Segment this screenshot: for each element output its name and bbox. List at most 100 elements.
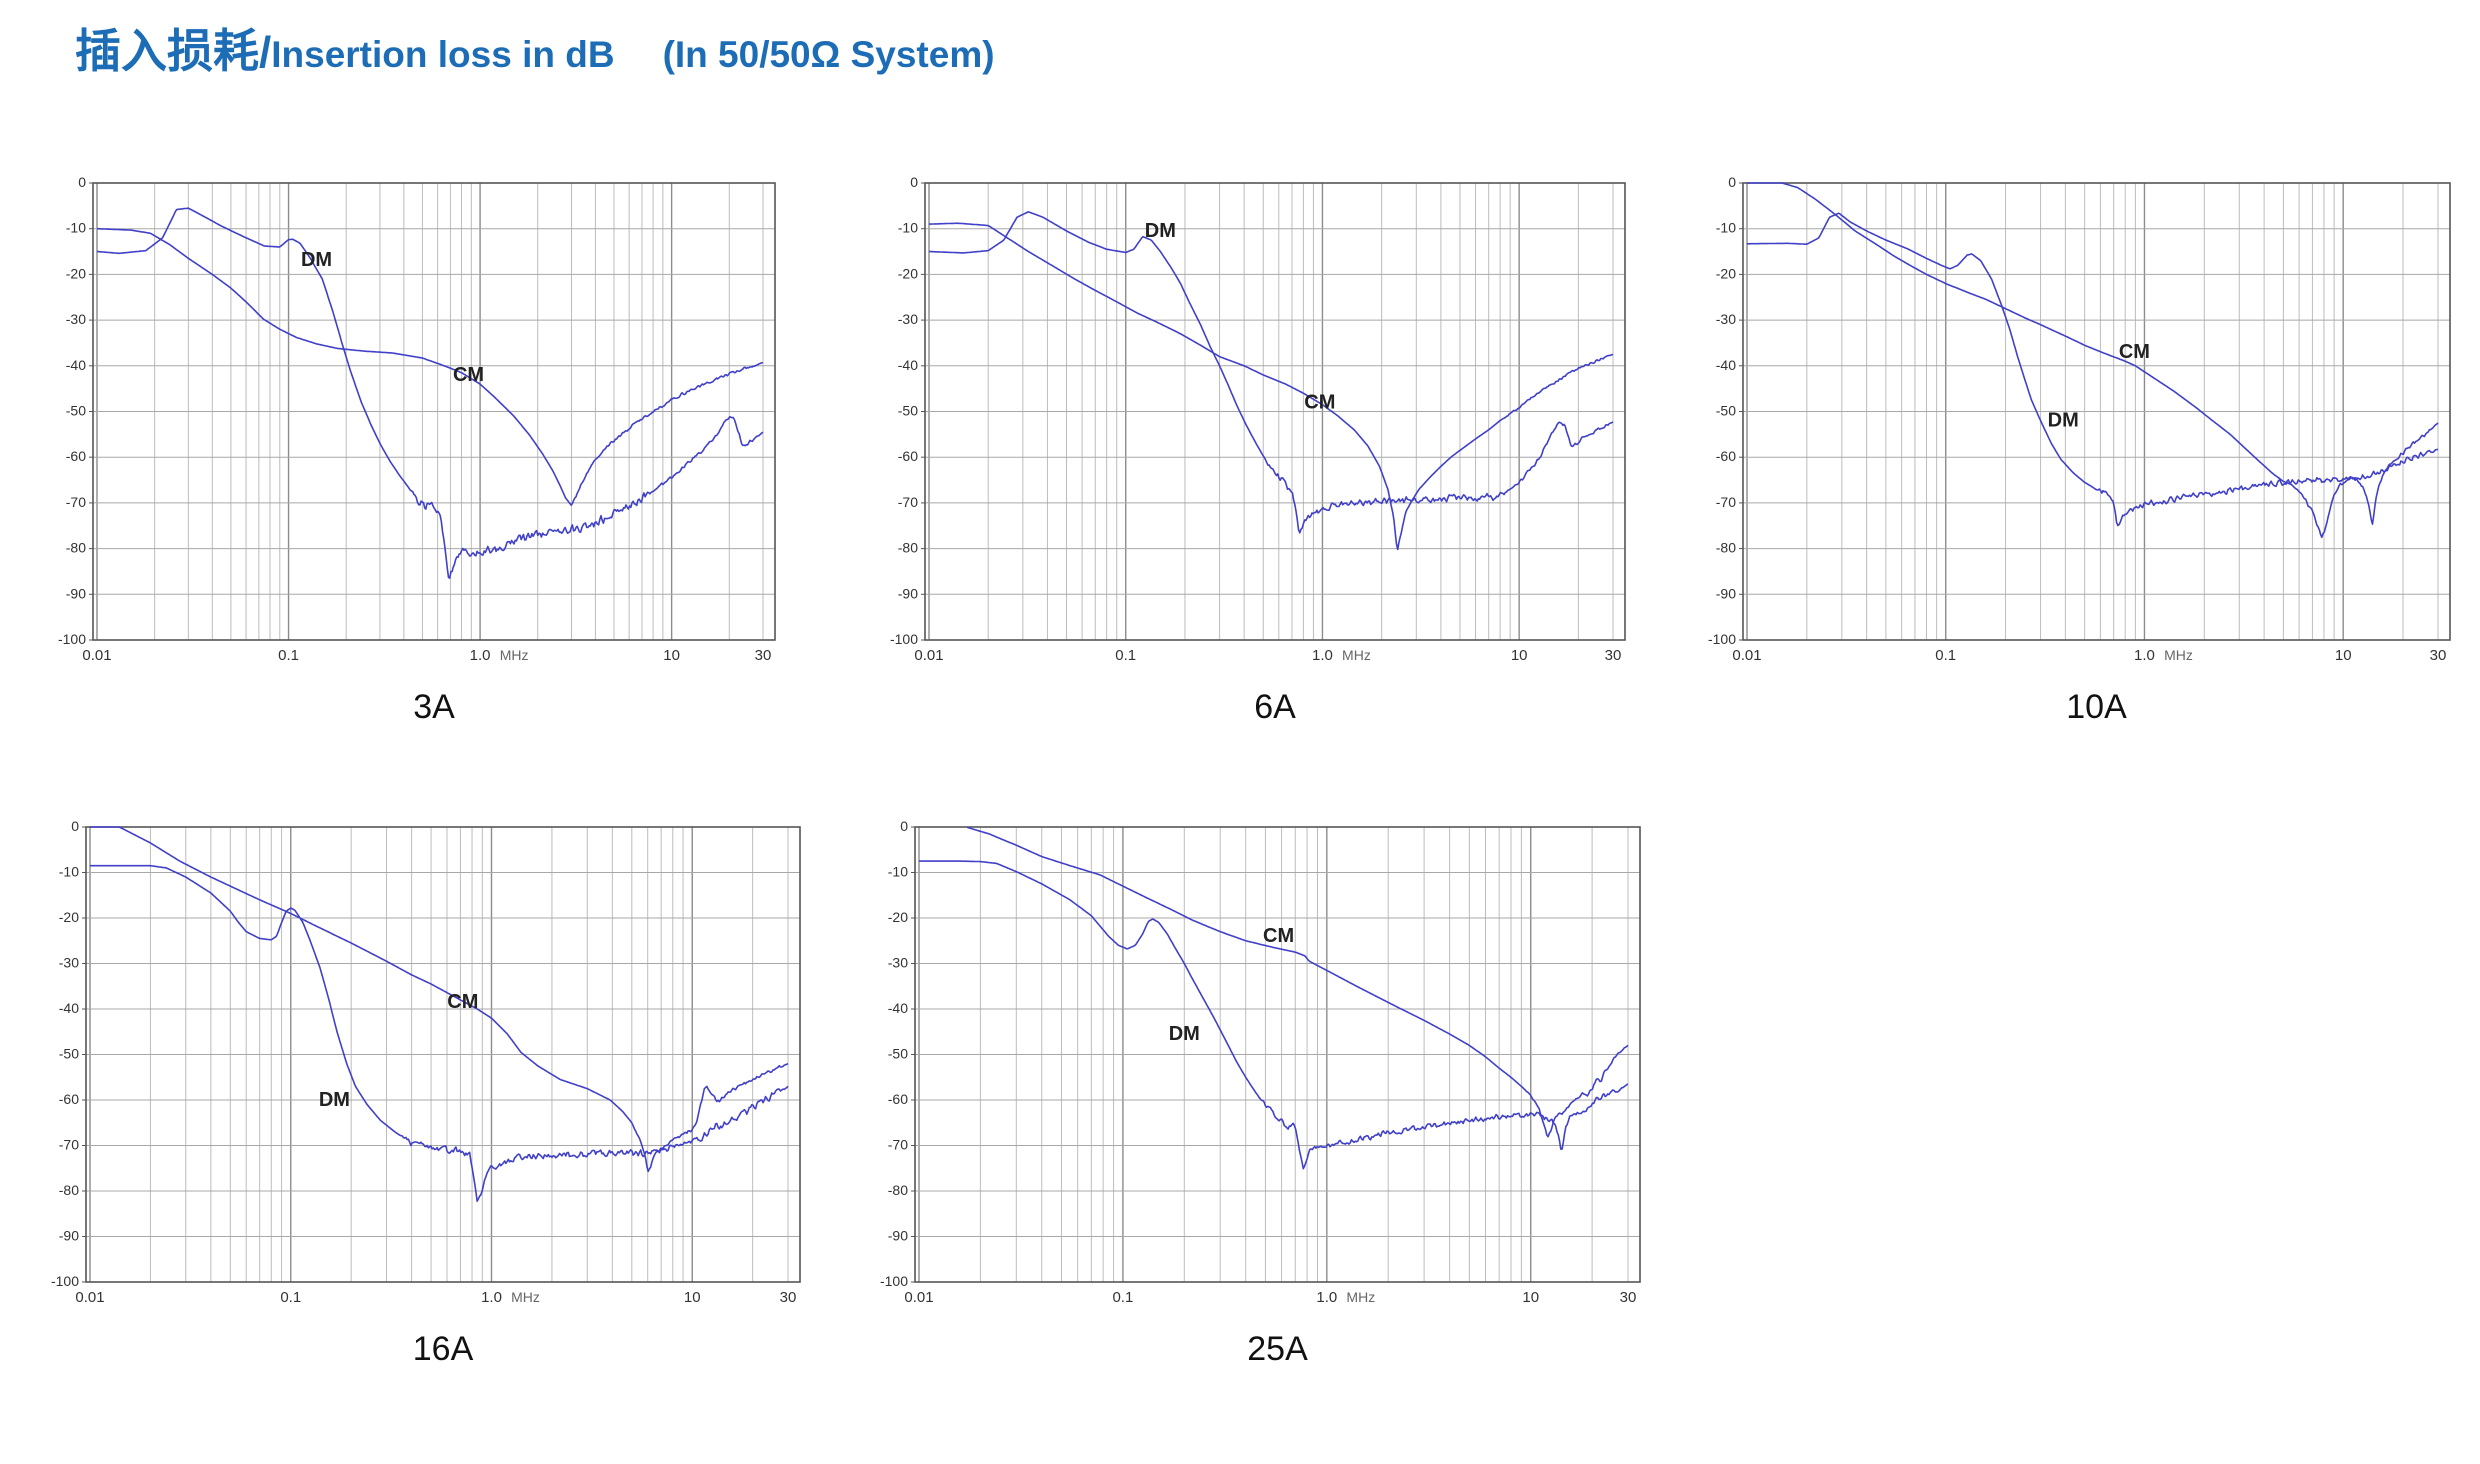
x-tick-label: 0.1 bbox=[280, 1289, 301, 1306]
x-tick-label: 1.0 bbox=[470, 647, 491, 664]
y-tick-label: -100 bbox=[880, 1273, 908, 1289]
x-axis-unit: MHz bbox=[1346, 1289, 1375, 1305]
y-tick-label: -60 bbox=[898, 448, 918, 464]
y-tick-label: -20 bbox=[1716, 265, 1736, 281]
y-tick-label: -20 bbox=[59, 909, 79, 925]
x-tick-label: 0.1 bbox=[1112, 1289, 1133, 1306]
x-tick-label: 0.1 bbox=[278, 647, 299, 664]
x-tick-label: 0.1 bbox=[1935, 647, 1956, 664]
y-tick-label: -80 bbox=[1716, 540, 1736, 556]
y-tick-label: -50 bbox=[898, 403, 918, 419]
x-tick-label: 0.01 bbox=[75, 1289, 104, 1306]
x-tick-label: 0.01 bbox=[82, 647, 111, 664]
dm-curve-label: DM bbox=[1169, 1023, 1200, 1045]
title-chinese: 插入损耗 bbox=[75, 25, 259, 77]
y-tick-label: -10 bbox=[1716, 220, 1736, 236]
y-tick-label: -20 bbox=[888, 909, 908, 925]
dm-curve bbox=[90, 864, 789, 1202]
title-slash: / bbox=[259, 28, 272, 77]
y-tick-label: -90 bbox=[1716, 585, 1736, 601]
chart-rating-label-25A: 25A bbox=[1247, 1330, 1308, 1368]
cm-curve bbox=[90, 826, 789, 1173]
x-tick-label: 1.0 bbox=[481, 1289, 502, 1306]
y-tick-label: 0 bbox=[910, 174, 918, 190]
cm-curve-label: CM bbox=[447, 991, 478, 1013]
y-tick-label: -70 bbox=[898, 494, 918, 510]
x-tick-label: 30 bbox=[1605, 647, 1622, 664]
y-tick-label: -50 bbox=[66, 403, 86, 419]
page-title: 插入损耗/Insertion loss in dB (In 50/50Ω Syst… bbox=[75, 16, 995, 98]
y-tick-label: -90 bbox=[898, 585, 918, 601]
y-tick-label: 0 bbox=[78, 174, 86, 190]
y-tick-label: 0 bbox=[71, 818, 79, 834]
y-tick-label: -60 bbox=[888, 1091, 908, 1107]
y-tick-label: -60 bbox=[59, 1091, 79, 1107]
cm-curve-label: CM bbox=[1304, 391, 1335, 413]
cm-curve-label: CM bbox=[1263, 925, 1294, 947]
y-tick-label: -50 bbox=[59, 1046, 79, 1062]
x-tick-label: 10 bbox=[663, 647, 680, 664]
x-tick-label: 10 bbox=[1522, 1289, 1539, 1306]
dm-curve-label: DM bbox=[319, 1089, 350, 1111]
title-system-note: (In 50/50Ω System) bbox=[662, 34, 995, 75]
chart-rating-label-6A: 6A bbox=[1254, 688, 1296, 726]
y-tick-label: -10 bbox=[66, 220, 86, 236]
dm-curve bbox=[1747, 212, 2439, 527]
dm-curve-label: DM bbox=[1145, 220, 1176, 242]
y-tick-label: -100 bbox=[1708, 631, 1736, 647]
chart-10A: 0 -10 -20 -30 -40 -50 -60 -70 -80 -90 -100 0.01 0.1 1… bbox=[1685, 173, 2464, 691]
y-tick-label: -90 bbox=[888, 1228, 908, 1244]
dm-curve bbox=[96, 207, 764, 579]
x-tick-label: 10 bbox=[1511, 647, 1528, 664]
y-tick-label: -60 bbox=[1716, 448, 1736, 464]
cm-curve bbox=[929, 222, 1614, 551]
x-tick-label: 30 bbox=[1620, 1289, 1637, 1306]
chart-rating-label-3A: 3A bbox=[413, 688, 455, 726]
cm-curve-label: CM bbox=[2119, 341, 2150, 363]
y-tick-label: -40 bbox=[66, 357, 86, 373]
x-axis-unit: MHz bbox=[511, 1289, 540, 1305]
x-tick-label: 0.1 bbox=[1115, 647, 1136, 664]
x-tick-label: 1.0 bbox=[1312, 647, 1333, 664]
y-tick-label: -40 bbox=[898, 357, 918, 373]
x-tick-label: 30 bbox=[755, 647, 772, 664]
chart-rating-label-10A: 10A bbox=[2066, 688, 2127, 726]
y-tick-label: -40 bbox=[888, 1000, 908, 1016]
y-tick-label: -30 bbox=[59, 955, 79, 971]
y-tick-label: -100 bbox=[58, 631, 86, 647]
y-tick-label: 0 bbox=[1728, 174, 1736, 190]
y-tick-label: -20 bbox=[898, 265, 918, 281]
y-tick-label: -90 bbox=[66, 585, 86, 601]
x-axis-unit: MHz bbox=[1342, 647, 1371, 663]
y-tick-label: -50 bbox=[888, 1046, 908, 1062]
cm-curve bbox=[967, 826, 1629, 1138]
y-tick-label: -80 bbox=[66, 540, 86, 556]
x-tick-label: 10 bbox=[2335, 647, 2352, 664]
chart-6A: 0 -10 -20 -30 -40 -50 -60 -70 -80 -90 -100 0.01 0.1 1… bbox=[867, 173, 1639, 691]
y-tick-label: -10 bbox=[888, 864, 908, 880]
x-tick-label: 30 bbox=[2430, 647, 2447, 664]
y-tick-label: -100 bbox=[51, 1273, 79, 1289]
chart-16A: 0 -10 -20 -30 -40 -50 -60 -70 -80 -90 -100 0.01 0.1 1… bbox=[28, 817, 814, 1333]
x-tick-label: 10 bbox=[684, 1289, 701, 1306]
y-tick-label: -20 bbox=[66, 265, 86, 281]
y-tick-label: -80 bbox=[898, 540, 918, 556]
y-tick-label: -50 bbox=[1716, 403, 1736, 419]
y-tick-label: -70 bbox=[59, 1137, 79, 1153]
title-english: Insertion loss in dB bbox=[271, 34, 615, 75]
chart-25A: 0 -10 -20 -30 -40 -50 -60 -70 -80 -90 -100 0.01 0.1 1… bbox=[857, 817, 1654, 1333]
x-tick-label: 1.0 bbox=[2134, 647, 2155, 664]
cm-curve-label: CM bbox=[453, 364, 484, 386]
cm-curve bbox=[97, 227, 764, 506]
y-tick-label: -40 bbox=[59, 1000, 79, 1016]
y-tick-label: -30 bbox=[888, 955, 908, 971]
y-tick-label: -80 bbox=[59, 1182, 79, 1198]
y-tick-label: -70 bbox=[1716, 494, 1736, 510]
y-tick-label: -10 bbox=[898, 220, 918, 236]
